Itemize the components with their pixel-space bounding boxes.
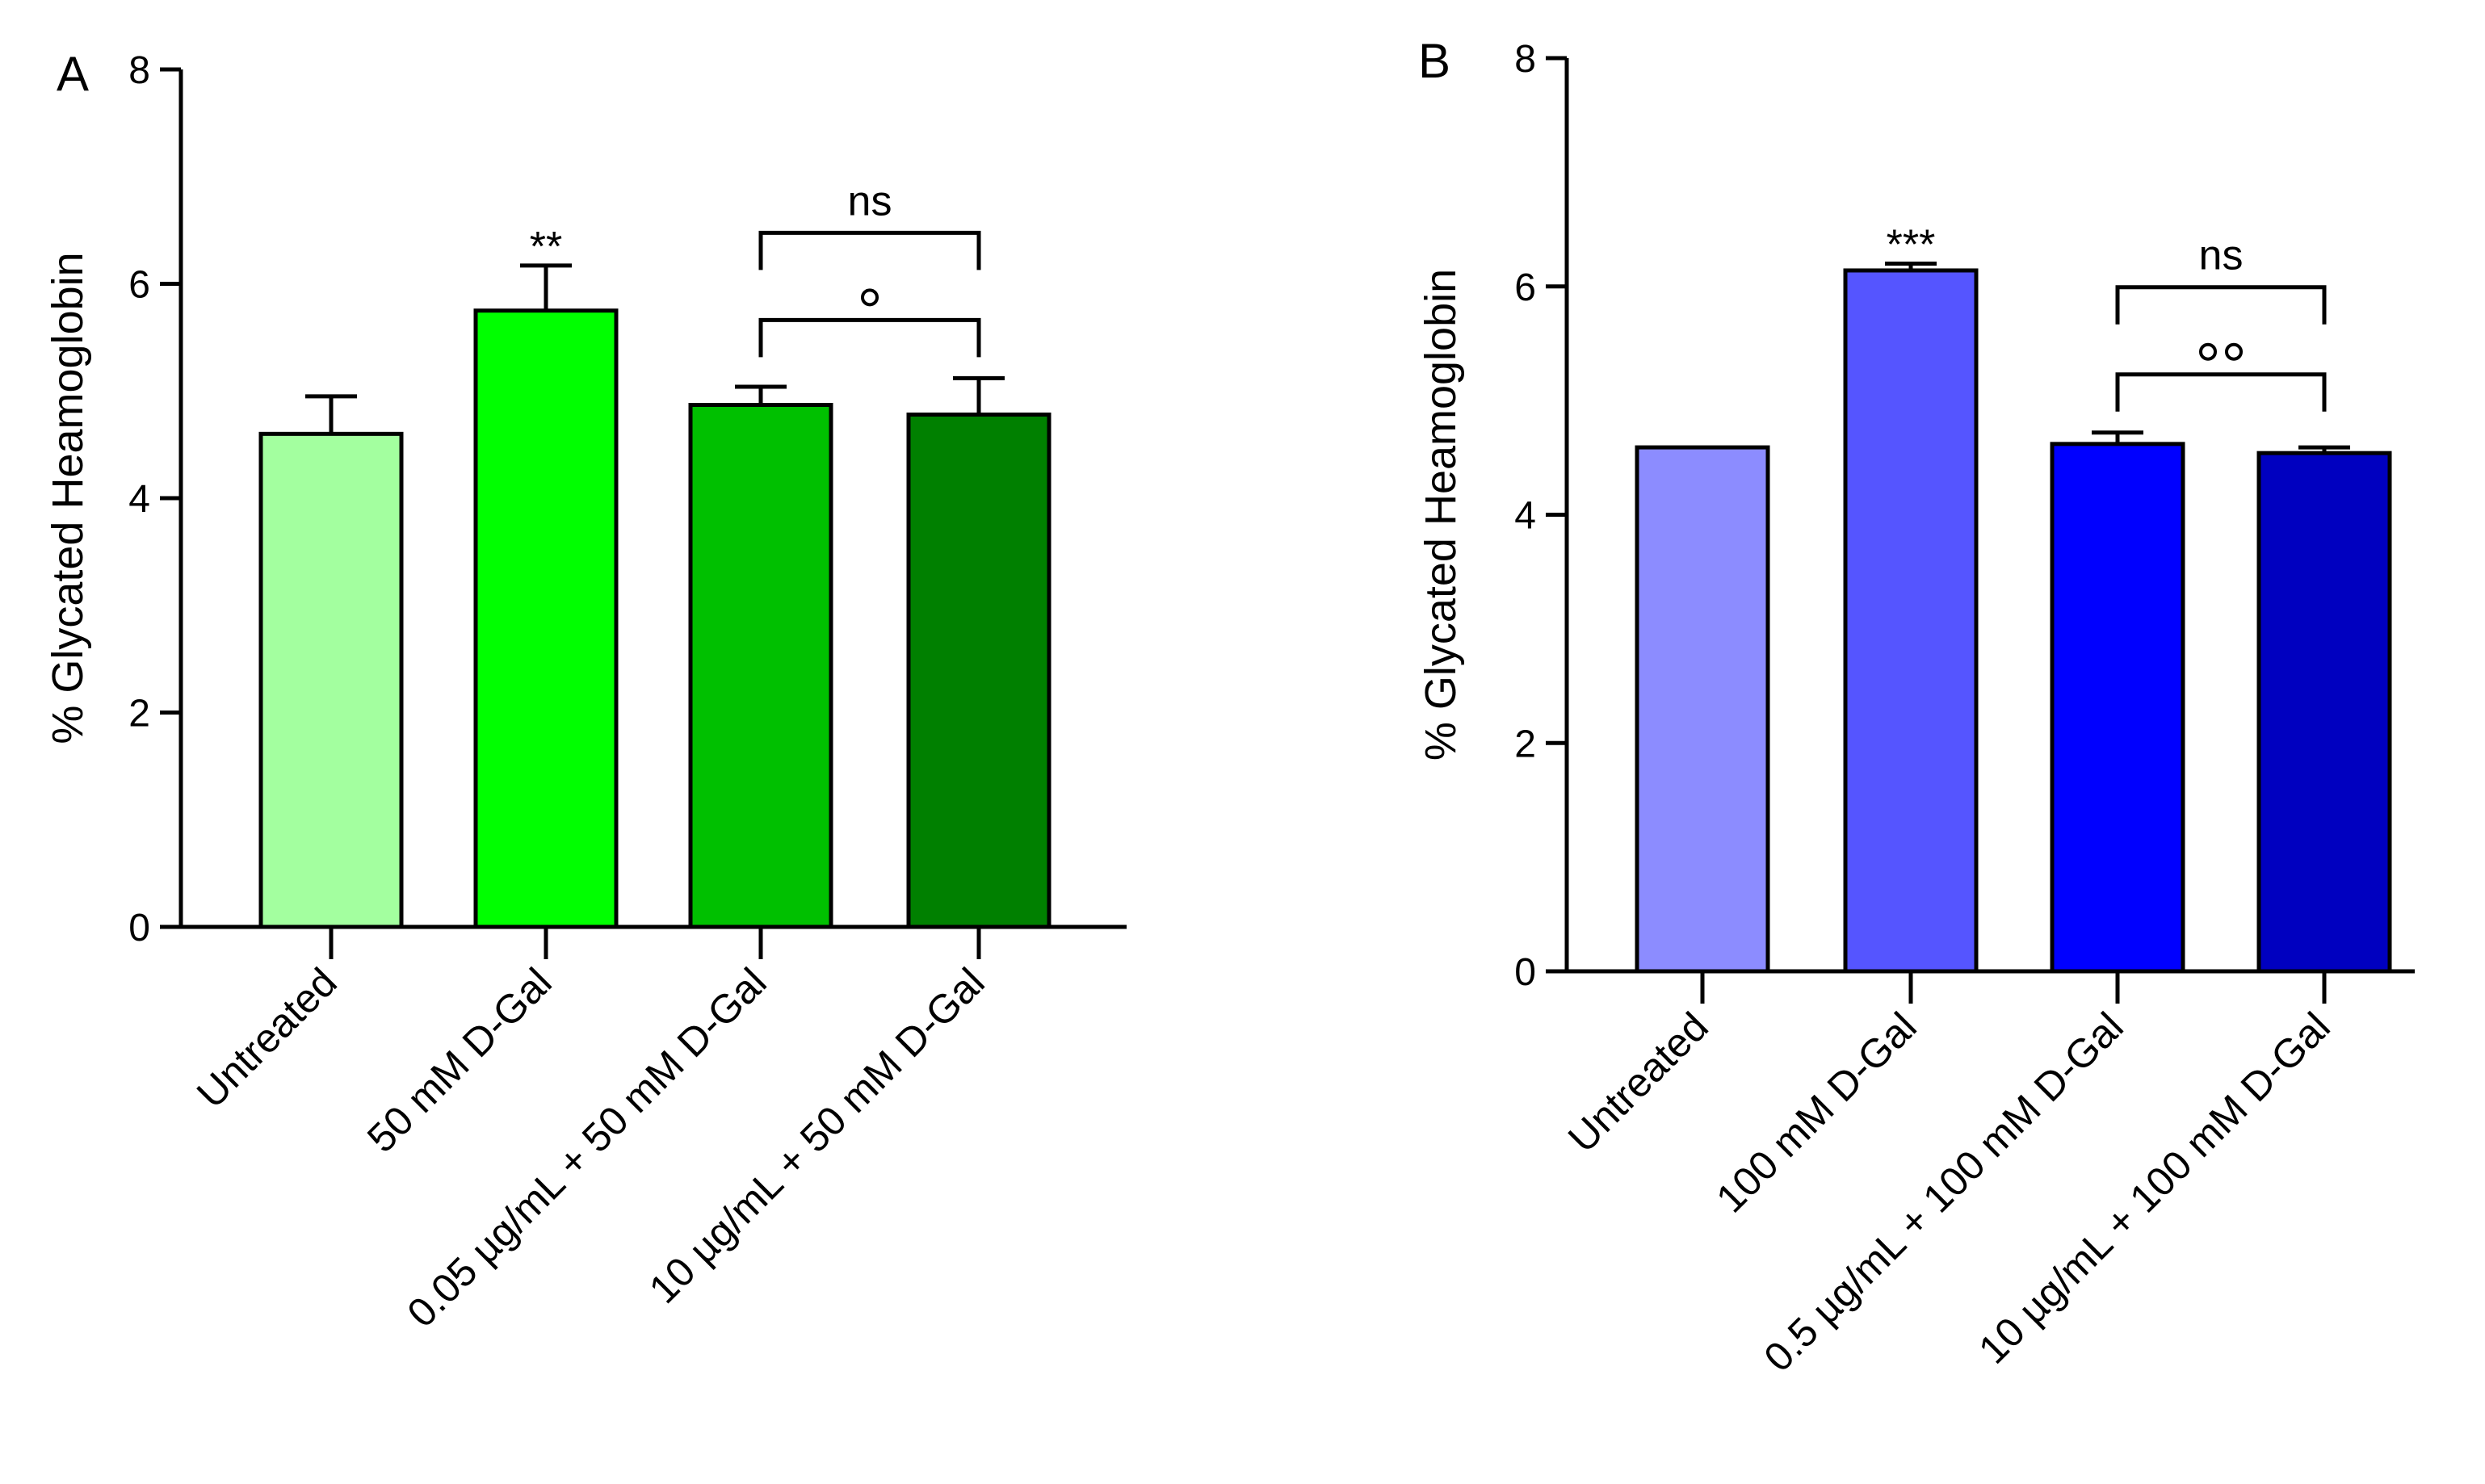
x-tick-label: 100 mM D-Gal [1707, 1004, 1925, 1221]
y-tick-label: 8 [128, 49, 150, 92]
chart-panel-a: A % Glycated Heamoglobin 0 2 4 6 8 ** Untreated 5… [44, 47, 1127, 1336]
y-tick-label: 4 [128, 478, 150, 521]
significance-circle [861, 288, 879, 307]
x-tick-label: Untreated [188, 959, 346, 1117]
comparison-label: ns [848, 178, 892, 224]
bar-2 [1843, 268, 1979, 974]
y-tick-label: 2 [128, 693, 150, 736]
comparison-label: ns [2199, 233, 2244, 279]
significance-stars: ** [530, 224, 562, 270]
x-tick-label: Untreated [1559, 1004, 1717, 1161]
x-tick-label: 0.5 µg/mL + 100 mM D-Gal [1755, 1004, 2131, 1380]
y-tick-label: 6 [128, 264, 150, 307]
panel-letter: B [1418, 34, 1450, 88]
y-tick-label: 4 [1514, 495, 1536, 538]
significance-stars: *** [1887, 221, 1936, 268]
panel-letter: A [57, 47, 89, 101]
significance-circle [2225, 342, 2243, 361]
x-tick-label: 50 mM D-Gal [359, 959, 560, 1161]
bar-3 [688, 403, 833, 929]
comparison-bracket [758, 317, 981, 358]
comparison-bracket [2115, 285, 2327, 325]
y-tick-label: 0 [128, 907, 150, 950]
y-tick-label: 8 [1514, 38, 1536, 81]
bar-1 [1635, 445, 1770, 974]
y-tick-label: 2 [1514, 723, 1536, 765]
comparison-bracket [2115, 372, 2327, 412]
y-tick-label: 6 [1514, 266, 1536, 309]
y-axis-label: % Glycated Heamoglobin [44, 252, 92, 744]
bar-3 [2050, 442, 2185, 974]
y-axis-label: % Glycated Heamoglobin [1417, 269, 1465, 761]
bar-4 [2256, 451, 2392, 974]
chart-panel-b: B % Glycated Heamoglobin 0 2 4 6 8 *** Untreated… [1417, 34, 2415, 1381]
x-tick-label: 10 µg/mL + 100 mM D-Gal [1970, 1004, 2339, 1373]
x-tick-label: 0.05 µg/mL + 50 mM D-Gal [398, 959, 774, 1335]
y-tick-label: 0 [1514, 951, 1536, 994]
comparison-bracket [758, 230, 981, 270]
bar-1 [258, 431, 404, 929]
significance-circle [2199, 342, 2217, 361]
bar-4 [906, 412, 1052, 929]
bar-2 [473, 308, 619, 929]
